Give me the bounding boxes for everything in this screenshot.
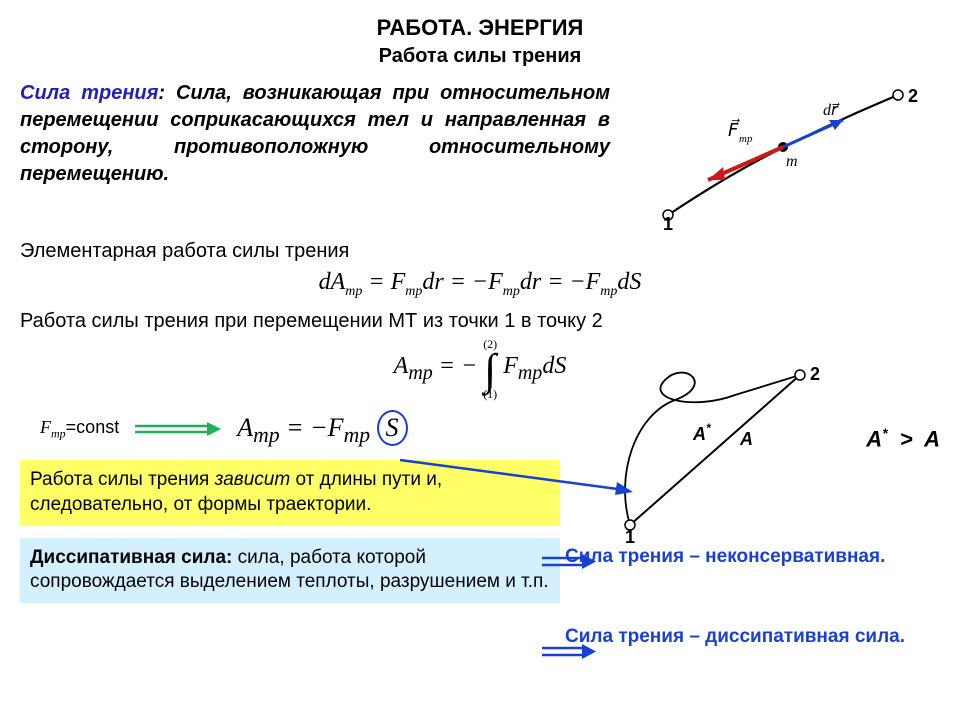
- blue-box: Диссипативная сила: сила, работа которой…: [20, 538, 560, 603]
- fig1-label-dr: dr⃗: [823, 102, 840, 119]
- const-label: Fmp=const: [40, 417, 119, 442]
- path-work-label: Работа силы трения при перемещении МТ из…: [20, 310, 940, 333]
- arrow-blue-to-fig2: [395, 440, 645, 500]
- blue-note-1-wrap: Сила трения – неконсервативная.: [565, 540, 935, 574]
- equation-3: Amp = −Fmp S: [237, 410, 407, 448]
- integral-symbol: (2) ∫ (1): [483, 339, 497, 400]
- blue-note-1: Сила трения – неконсервативная.: [565, 546, 935, 568]
- definition-row: Сила трения: Сила, возникающая при относ…: [20, 80, 940, 230]
- arrow-blue-2: [540, 640, 600, 664]
- inequality-A: A* > A: [866, 425, 940, 452]
- blue-note-2: Сила трения – диссипативная сила.: [565, 626, 935, 648]
- svg-text:2: 2: [810, 364, 820, 384]
- svg-text:mp: mp: [739, 133, 753, 145]
- equation-1: dAmp = Fmpdr = −Fmpdr = −FmpdS: [20, 269, 940, 300]
- definition-lead: Сила трения: [20, 82, 158, 104]
- arrow-green-1: [133, 418, 223, 440]
- svg-text:A*: A*: [692, 421, 712, 444]
- svg-text:A: A: [739, 429, 753, 449]
- subtitle: Работа силы трения: [20, 45, 940, 68]
- fig1-label-2: 2: [908, 86, 918, 106]
- figure-1: 1 2 m F⃗ mp dr⃗: [628, 80, 928, 230]
- fig1-label-m: m: [786, 153, 798, 170]
- definition-text: Сила трения: Сила, возникающая при относ…: [20, 80, 610, 230]
- arrow-blue-1: [540, 550, 600, 574]
- fig1-label-1: 1: [663, 214, 673, 230]
- blue-note-2-wrap: Сила трения – диссипативная сила.: [565, 620, 935, 654]
- main-title: РАБОТА. ЭНЕРГИЯ: [20, 15, 940, 41]
- elementary-work-label: Элементарная работа силы трения: [20, 240, 940, 263]
